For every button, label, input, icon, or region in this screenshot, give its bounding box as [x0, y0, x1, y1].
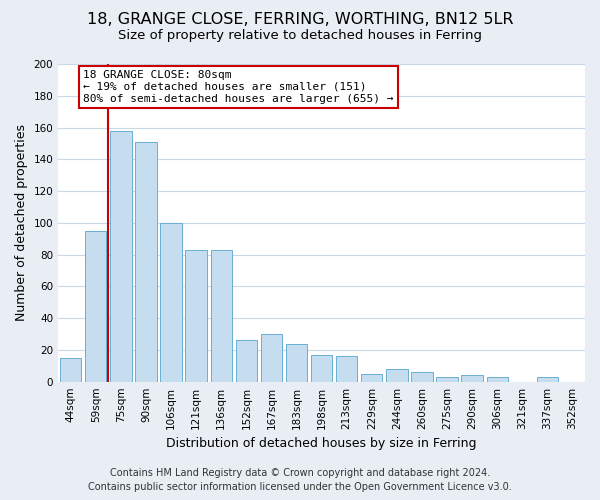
Bar: [537, 377, 558, 382]
Text: 18, GRANGE CLOSE, FERRING, WORTHING, BN12 5LR: 18, GRANGE CLOSE, FERRING, WORTHING, BN1…: [87, 12, 513, 28]
Bar: [136, 142, 157, 382]
Text: Size of property relative to detached houses in Ferring: Size of property relative to detached ho…: [118, 29, 482, 42]
Bar: [386, 369, 407, 382]
Text: Contains HM Land Registry data © Crown copyright and database right 2024.
Contai: Contains HM Land Registry data © Crown c…: [88, 468, 512, 492]
Y-axis label: Number of detached properties: Number of detached properties: [15, 124, 28, 322]
Bar: [286, 344, 307, 382]
Bar: [85, 231, 106, 382]
Bar: [336, 356, 358, 382]
Bar: [236, 340, 257, 382]
Bar: [261, 334, 282, 382]
X-axis label: Distribution of detached houses by size in Ferring: Distribution of detached houses by size …: [166, 437, 477, 450]
Bar: [60, 358, 82, 382]
Bar: [211, 250, 232, 382]
Bar: [461, 376, 483, 382]
Bar: [185, 250, 207, 382]
Bar: [411, 372, 433, 382]
Bar: [436, 377, 458, 382]
Bar: [110, 130, 131, 382]
Bar: [361, 374, 382, 382]
Bar: [487, 377, 508, 382]
Bar: [311, 354, 332, 382]
Text: 18 GRANGE CLOSE: 80sqm
← 19% of detached houses are smaller (151)
80% of semi-de: 18 GRANGE CLOSE: 80sqm ← 19% of detached…: [83, 70, 394, 104]
Bar: [160, 223, 182, 382]
